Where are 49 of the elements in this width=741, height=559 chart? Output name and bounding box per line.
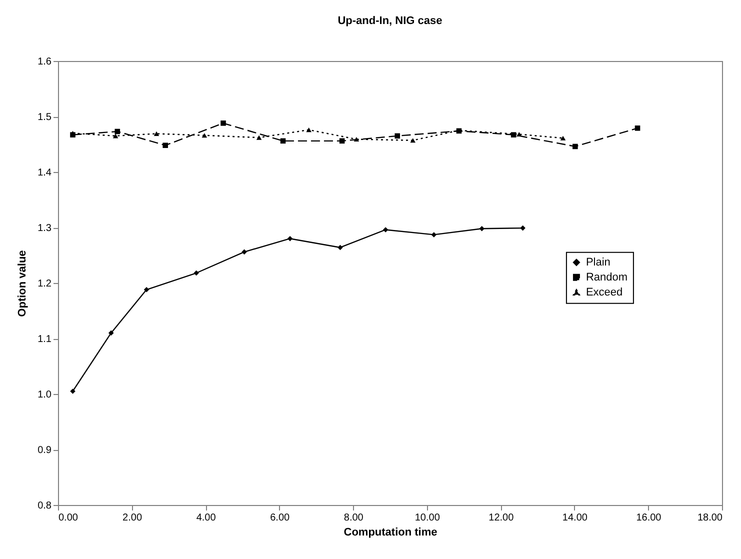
point — [431, 232, 437, 238]
point — [112, 134, 118, 138]
y-tick-label: 1.0 — [38, 390, 52, 400]
y-tick-label: 0.8 — [38, 500, 52, 512]
y-tick-label: 0.9 — [38, 445, 52, 456]
x-tick-label: 8.00 — [344, 512, 364, 524]
x-tick-label: 4.00 — [196, 512, 216, 524]
y-axis-title: Option value — [16, 250, 29, 317]
point — [287, 236, 293, 242]
x-tick-label: 10.00 — [414, 512, 440, 524]
y-tick-label: 1.4 — [38, 168, 52, 178]
chart-title: Up-and-In, NIG case — [338, 15, 442, 27]
x-tick-label: 12.00 — [488, 512, 514, 524]
point — [114, 128, 120, 134]
x-tick-label: 18.00 — [697, 512, 723, 524]
point — [306, 128, 312, 132]
y-tick-label: 1.1 — [38, 334, 52, 345]
x-tick-label: 2.00 — [122, 512, 142, 524]
point — [410, 138, 416, 143]
point — [479, 226, 484, 232]
point — [108, 330, 114, 336]
y-tick-label: 1.5 — [38, 112, 52, 123]
y-tick-label: 1.3 — [38, 223, 52, 234]
point — [634, 126, 640, 131]
point — [560, 136, 566, 140]
y-tick-label: 1.6 — [38, 56, 52, 68]
legend-label: Plain — [586, 256, 610, 268]
point — [242, 249, 247, 255]
point — [154, 131, 160, 136]
point — [510, 132, 516, 138]
point — [162, 142, 168, 148]
point — [220, 120, 226, 126]
point — [70, 388, 76, 394]
legend-label: Exceed — [586, 286, 623, 298]
x-tick-label: 6.00 — [270, 512, 290, 524]
point — [354, 136, 360, 142]
point — [394, 133, 400, 139]
legend-label: Random — [586, 271, 628, 284]
x-tick-label: 14.00 — [562, 512, 588, 524]
x-tick-label: 0.00 — [58, 512, 78, 524]
point — [382, 227, 388, 232]
point — [256, 135, 262, 140]
point — [572, 144, 578, 150]
point — [516, 132, 522, 137]
x-tick-label: 16.00 — [636, 512, 662, 524]
point — [202, 133, 208, 138]
point — [144, 287, 150, 292]
y-tick-label: 1.2 — [38, 278, 52, 290]
x-axis-title: Computation time — [344, 526, 438, 538]
